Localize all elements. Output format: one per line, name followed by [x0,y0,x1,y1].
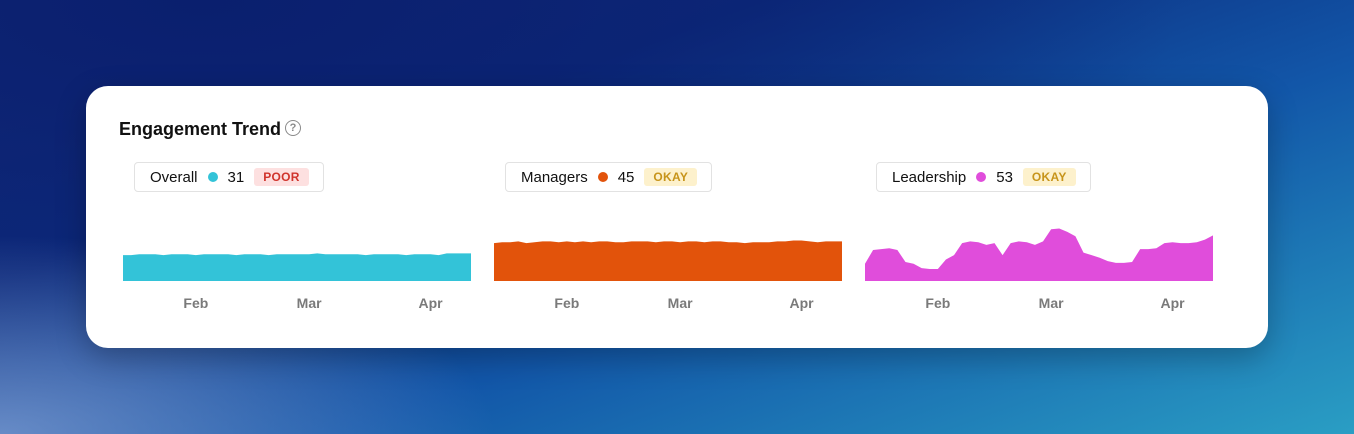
rating-badge: OKAY [644,168,698,186]
x-tick-label: Apr [1160,295,1185,311]
x-tick-label: Feb [554,295,579,311]
legend-dot [207,172,218,182]
legend-label: Managers [521,168,588,186]
legend-pill: Managers 45 OKAY [505,162,713,192]
area [123,253,471,281]
x-tick-label: Feb [183,295,208,311]
card-title: Engagement Trend [119,119,282,139]
x-tick-label: Mar [668,295,693,311]
rating-badge: POOR [254,168,309,186]
score: 45 [617,168,635,186]
area [865,228,1213,281]
legend-label: Leadership [892,168,967,186]
x-tick-label: Feb [925,295,950,311]
help-icon[interactable]: ? [285,120,301,136]
score: 31 [227,168,245,186]
x-tick-label: Apr [789,295,814,311]
legend-pill: Overall 31 POOR [134,162,324,192]
rating-badge: OKAY [1022,168,1076,186]
x-tick-label: Apr [418,295,443,311]
x-tick-label: Mar [297,295,322,311]
legend-dot [976,172,987,182]
legend-pill: Leadership 53 OKAY [876,162,1091,192]
x-tick-label: Mar [1039,295,1064,311]
legend-label: Overall [150,168,198,186]
card: Engagement Trend ? Overall 31 POOR Managers… [86,86,1268,348]
legend-dot [597,172,608,182]
score: 53 [996,168,1013,186]
area [494,240,842,281]
